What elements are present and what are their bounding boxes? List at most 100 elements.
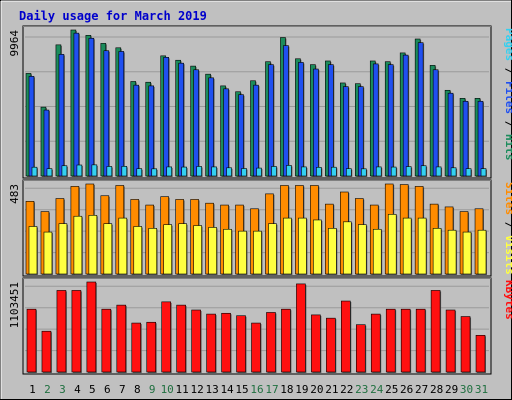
day-label-19: 19 (295, 383, 308, 396)
bar-pages-day-30 (465, 168, 472, 177)
bar-files-day-17 (268, 64, 274, 177)
bar-kbytes-day-31 (475, 334, 486, 373)
bar-kbytes-day-7 (116, 304, 127, 373)
bar-pages-day-5 (91, 164, 98, 177)
bar-visits-day-12 (193, 225, 202, 275)
day-label-29: 29 (445, 383, 458, 396)
bar-pages-day-1 (31, 166, 38, 177)
bar-files-day-11 (178, 62, 184, 177)
bar-pages-day-9 (151, 168, 158, 177)
bar-files-day-18 (283, 45, 289, 177)
bar-kbytes-day-14 (221, 312, 231, 373)
day-label-3: 3 (59, 383, 66, 396)
day-label-10: 10 (161, 383, 174, 396)
y-max-label: 9964 (8, 30, 21, 57)
bar-pages-day-17 (271, 166, 277, 177)
bar-pages-day-13 (211, 166, 217, 177)
bar-kbytes-day-2 (41, 330, 52, 373)
bar-visits-day-2 (43, 231, 53, 275)
bar-visits-day-17 (268, 223, 277, 275)
bar-files-day-15 (238, 94, 244, 177)
bar-files-day-1 (28, 76, 35, 177)
bar-files-day-22 (343, 86, 349, 177)
panels-group: 9964 Pages / Files / Hits 483 Sites / Visit… (8, 25, 512, 375)
bar-pages-day-4 (76, 164, 83, 177)
bar-visits-day-29 (447, 229, 457, 275)
bar-files-day-24 (372, 63, 379, 177)
bar-kbytes-day-22 (341, 300, 351, 373)
panel-hits-files-pages: 9964 Pages / Files / Hits (8, 25, 512, 179)
day-label-25: 25 (385, 383, 398, 396)
bar-pages-day-8 (136, 168, 143, 177)
bar-pages-day-16 (256, 167, 262, 177)
day-label-21: 21 (325, 383, 338, 396)
bar-files-day-4 (73, 32, 80, 177)
day-label-15: 15 (235, 383, 248, 396)
bar-kbytes-day-23 (355, 324, 366, 373)
bar-kbytes-day-13 (206, 313, 216, 373)
bar-visits-day-18 (283, 217, 292, 275)
bar-pages-day-14 (226, 167, 232, 177)
day-label-4: 4 (74, 383, 81, 396)
bar-files-day-30 (462, 100, 469, 177)
bar-kbytes-day-25 (385, 308, 396, 373)
bar-files-day-13 (208, 77, 214, 177)
day-label-7: 7 (119, 383, 126, 396)
bar-kbytes-day-17 (266, 312, 276, 373)
bar-visits-day-16 (253, 230, 262, 275)
bar-files-day-23 (357, 86, 364, 177)
bar-kbytes-day-10 (161, 301, 171, 373)
panel-visits-sites: 483 Sites / Visits (8, 179, 512, 277)
day-label-31: 31 (475, 383, 488, 396)
bar-files-day-9 (148, 85, 155, 177)
bar-files-day-12 (193, 69, 199, 177)
bar-pages-day-27 (420, 165, 427, 177)
bar-pages-day-26 (405, 166, 412, 177)
bar-kbytes-day-11 (176, 304, 186, 373)
bar-pages-day-19 (301, 166, 307, 177)
bar-files-day-27 (417, 42, 424, 177)
bar-pages-day-22 (346, 168, 352, 177)
bar-kbytes-day-24 (370, 313, 381, 373)
bar-files-day-14 (223, 88, 229, 177)
day-label-6: 6 (104, 383, 111, 396)
bar-files-day-25 (387, 64, 394, 177)
bar-kbytes-day-4 (71, 290, 82, 373)
bar-visits-day-9 (148, 228, 158, 275)
bar-kbytes-day-16 (251, 322, 261, 373)
bar-visits-day-1 (28, 226, 38, 275)
bar-pages-day-31 (480, 168, 487, 177)
bar-kbytes-day-15 (236, 315, 246, 373)
bar-files-day-5 (88, 37, 95, 177)
day-label-26: 26 (400, 383, 413, 396)
bar-kbytes-day-9 (146, 321, 157, 373)
day-label-9: 9 (149, 383, 156, 396)
bar-files-day-20 (313, 68, 319, 177)
bar-files-day-29 (447, 92, 454, 177)
day-label-23: 23 (355, 383, 368, 396)
bar-visits-day-11 (178, 223, 187, 275)
bar-visits-day-30 (462, 231, 472, 275)
bar-pages-day-29 (450, 167, 457, 177)
bar-visits-day-22 (343, 221, 352, 275)
bar-files-day-31 (477, 100, 484, 177)
bar-files-day-26 (402, 54, 409, 177)
bar-files-day-19 (298, 62, 304, 177)
bar-kbytes-day-6 (101, 308, 112, 373)
bar-files-day-16 (253, 84, 259, 177)
bar-pages-day-25 (390, 166, 397, 177)
day-label-16: 16 (250, 383, 263, 396)
legend: Pages / Files / Hits (503, 28, 512, 161)
day-label-11: 11 (176, 383, 189, 396)
panel-kbytes: 1103451 KBytes (8, 277, 512, 375)
bar-kbytes-day-27 (415, 308, 426, 373)
bar-files-day-21 (328, 64, 334, 177)
legend: Sites / Visits (503, 182, 512, 275)
bar-visits-day-14 (223, 228, 232, 275)
legend: KBytes (503, 280, 512, 320)
bar-pages-day-23 (360, 168, 367, 177)
legend-hits: Hits (503, 134, 512, 161)
bar-pages-day-18 (286, 165, 292, 177)
bar-files-day-10 (163, 57, 169, 177)
